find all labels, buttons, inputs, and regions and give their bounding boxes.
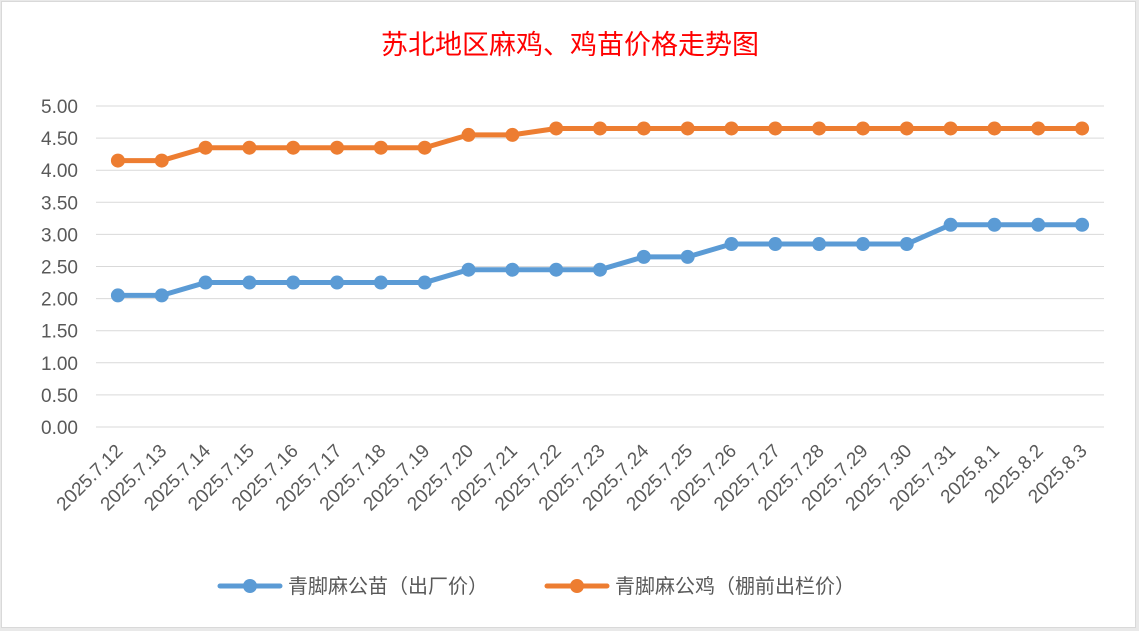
data-point: [636, 121, 651, 136]
data-point: [855, 237, 870, 252]
data-point: [768, 121, 783, 136]
data-point: [110, 153, 125, 168]
data-point: [549, 262, 564, 277]
data-point: [1075, 121, 1090, 136]
y-tick-label: 2.50: [41, 258, 78, 279]
y-tick-label: 2.00: [41, 290, 78, 311]
data-point: [198, 140, 213, 155]
data-point: [724, 121, 739, 136]
y-tick-label: 3.50: [41, 193, 78, 214]
data-point: [461, 262, 476, 277]
legend: 青脚麻公苗（出厂价） 青脚麻公鸡（棚前出栏价）: [217, 574, 855, 598]
data-point: [680, 249, 695, 264]
data-point: [505, 127, 520, 142]
data-point: [242, 140, 257, 155]
data-point: [330, 140, 345, 155]
data-point: [373, 140, 388, 155]
series: [110, 121, 1090, 303]
series-1: [110, 217, 1090, 303]
data-point: [110, 288, 125, 303]
data-point: [899, 121, 914, 136]
data-point: [724, 237, 739, 252]
series-line: [115, 222, 1085, 298]
data-point: [198, 275, 213, 290]
data-point: [943, 217, 958, 232]
y-axis-ticks: 0.00 0.50 1.00 1.50 2.00 2.50 3.00 3.50 4.00 4.50…: [41, 97, 78, 439]
data-point: [987, 217, 1002, 232]
y-tick-label: 1.50: [41, 322, 78, 343]
data-point: [943, 121, 958, 136]
data-point: [505, 262, 520, 277]
data-point: [768, 237, 783, 252]
data-point: [812, 121, 827, 136]
legend-swatch-marker: [243, 579, 257, 593]
legend-item-1: 青脚麻公苗（出厂价）: [217, 574, 488, 598]
legend-label: 青脚麻公鸡（棚前出栏价）: [615, 574, 855, 598]
data-point: [330, 275, 345, 290]
series-2: [110, 121, 1090, 168]
legend-label: 青脚麻公苗（出厂价）: [288, 574, 488, 598]
data-point: [373, 275, 388, 290]
y-tick-label: 3.00: [41, 225, 78, 246]
legend-item-2: 青脚麻公鸡（棚前出栏价）: [544, 574, 855, 598]
data-point: [1031, 121, 1046, 136]
data-point: [855, 121, 870, 136]
data-point: [987, 121, 1002, 136]
data-point: [417, 140, 432, 155]
data-point: [549, 121, 564, 136]
y-tick-label: 1.00: [41, 354, 78, 375]
data-point: [154, 288, 169, 303]
y-tick-label: 0.00: [41, 418, 78, 439]
y-tick-label: 5.00: [41, 97, 78, 118]
data-point: [154, 153, 169, 168]
data-point: [812, 237, 827, 252]
data-point: [417, 275, 432, 290]
legend-swatch-marker: [570, 579, 584, 593]
chart-title: 苏北地区麻鸡、鸡苗价格走势图: [381, 30, 759, 61]
y-tick-label: 0.50: [41, 386, 78, 407]
y-tick-label: 4.00: [41, 161, 78, 182]
data-point: [461, 127, 476, 142]
data-point: [242, 275, 257, 290]
data-point: [593, 262, 607, 277]
data-point: [680, 121, 695, 136]
x-axis-ticks: 2025.7.122025.7.132025.7.142025.7.152025…: [53, 440, 1092, 515]
data-point: [286, 275, 301, 290]
data-point: [593, 121, 607, 136]
data-point: [1075, 217, 1090, 232]
data-point: [1031, 217, 1046, 232]
data-point: [899, 237, 914, 252]
y-tick-label: 4.50: [41, 129, 78, 150]
data-point: [286, 140, 301, 155]
data-point: [636, 249, 651, 264]
